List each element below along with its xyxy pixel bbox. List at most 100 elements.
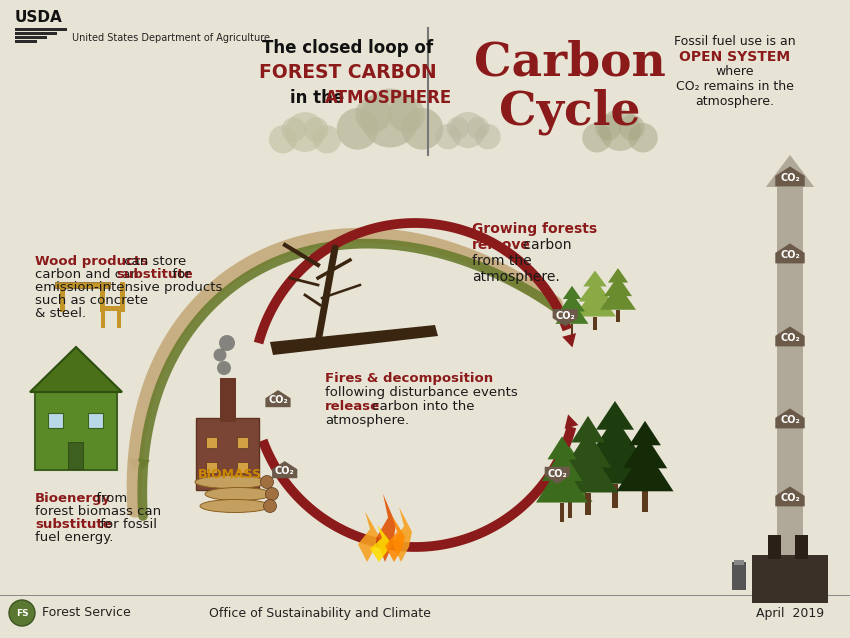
Circle shape — [9, 600, 35, 626]
Bar — [586, 493, 591, 515]
Polygon shape — [552, 457, 587, 484]
Text: substitute: substitute — [116, 268, 193, 281]
Circle shape — [447, 117, 469, 139]
Polygon shape — [129, 459, 142, 471]
Text: Office of Sustainability and Climate: Office of Sustainability and Climate — [209, 607, 431, 619]
FancyBboxPatch shape — [777, 183, 803, 557]
Polygon shape — [629, 421, 661, 445]
Bar — [795, 535, 808, 559]
Text: atmosphere.: atmosphere. — [695, 95, 774, 108]
Polygon shape — [552, 309, 578, 326]
Polygon shape — [564, 414, 578, 429]
Polygon shape — [536, 461, 588, 503]
Bar — [237, 462, 248, 473]
Text: release: release — [325, 400, 380, 413]
Polygon shape — [775, 486, 805, 507]
Ellipse shape — [264, 500, 276, 512]
Circle shape — [217, 361, 231, 375]
Circle shape — [628, 123, 658, 152]
Bar — [48, 413, 63, 428]
Circle shape — [219, 335, 235, 351]
Polygon shape — [766, 155, 814, 187]
Text: can store: can store — [120, 255, 186, 268]
Circle shape — [269, 125, 298, 154]
Bar — [35, 392, 117, 470]
Bar — [60, 288, 65, 312]
Text: Fires & decomposition: Fires & decomposition — [325, 372, 493, 385]
Polygon shape — [588, 417, 642, 457]
Bar — [568, 502, 572, 518]
Text: in the: in the — [290, 89, 350, 107]
Polygon shape — [562, 333, 576, 348]
Text: Wood products: Wood products — [35, 255, 148, 268]
Text: carbon and can: carbon and can — [35, 268, 143, 281]
Bar — [734, 560, 744, 565]
Polygon shape — [608, 268, 628, 283]
Text: BIOMASS: BIOMASS — [198, 468, 262, 480]
Text: for fossil: for fossil — [96, 518, 157, 531]
Circle shape — [595, 115, 621, 140]
Text: CO₂: CO₂ — [780, 415, 800, 425]
Circle shape — [213, 348, 226, 362]
Text: Bioenergy: Bioenergy — [35, 492, 111, 505]
Polygon shape — [385, 516, 405, 562]
Text: FS: FS — [15, 609, 28, 618]
Bar — [117, 311, 121, 328]
Polygon shape — [775, 408, 805, 428]
Polygon shape — [265, 390, 291, 407]
Ellipse shape — [195, 475, 267, 489]
Circle shape — [435, 124, 461, 149]
Bar — [768, 535, 781, 559]
Text: FOREST CARBON: FOREST CARBON — [259, 63, 437, 82]
Text: Cycle: Cycle — [499, 89, 641, 135]
Ellipse shape — [200, 500, 270, 512]
Text: remove: remove — [472, 238, 531, 252]
Text: CO₂: CO₂ — [555, 311, 575, 322]
Text: where: where — [716, 65, 754, 78]
Text: April  2019: April 2019 — [756, 607, 824, 619]
Ellipse shape — [205, 487, 272, 500]
Text: United States Department of Agriculture: United States Department of Agriculture — [72, 33, 270, 43]
Bar — [643, 491, 648, 512]
Circle shape — [285, 112, 325, 152]
Polygon shape — [600, 284, 636, 310]
Polygon shape — [579, 279, 611, 302]
Bar — [100, 288, 105, 312]
Polygon shape — [558, 445, 618, 493]
Text: such as concrete: such as concrete — [35, 294, 148, 307]
Polygon shape — [547, 436, 576, 459]
Text: Fossil fuel use is an: Fossil fuel use is an — [674, 35, 796, 48]
Text: ATMOSPHERE: ATMOSPHERE — [325, 89, 452, 107]
Bar — [559, 503, 564, 522]
Polygon shape — [623, 434, 667, 468]
Polygon shape — [571, 416, 605, 443]
Polygon shape — [564, 431, 611, 468]
Bar — [752, 555, 828, 603]
Text: CO₂: CO₂ — [780, 250, 800, 260]
Text: substitute: substitute — [35, 518, 111, 531]
Bar — [196, 418, 259, 490]
Circle shape — [355, 96, 392, 133]
Text: CO₂: CO₂ — [275, 466, 295, 476]
Bar — [68, 442, 83, 469]
Bar — [206, 437, 217, 448]
Polygon shape — [30, 347, 122, 392]
Circle shape — [281, 117, 306, 142]
Polygon shape — [581, 433, 649, 484]
Circle shape — [337, 108, 378, 150]
Text: carbon: carbon — [519, 238, 571, 252]
Text: from the: from the — [472, 254, 531, 268]
Bar — [15, 32, 57, 35]
Polygon shape — [547, 468, 592, 502]
Ellipse shape — [260, 475, 274, 489]
Text: The closed loop of: The closed loop of — [263, 39, 434, 57]
Polygon shape — [138, 459, 150, 470]
Polygon shape — [358, 512, 378, 562]
Bar — [612, 484, 618, 508]
Text: Forest Service: Forest Service — [42, 607, 131, 619]
Bar — [220, 378, 236, 422]
Polygon shape — [392, 507, 412, 562]
Polygon shape — [604, 276, 632, 296]
Bar — [101, 311, 105, 328]
Bar — [100, 306, 124, 311]
